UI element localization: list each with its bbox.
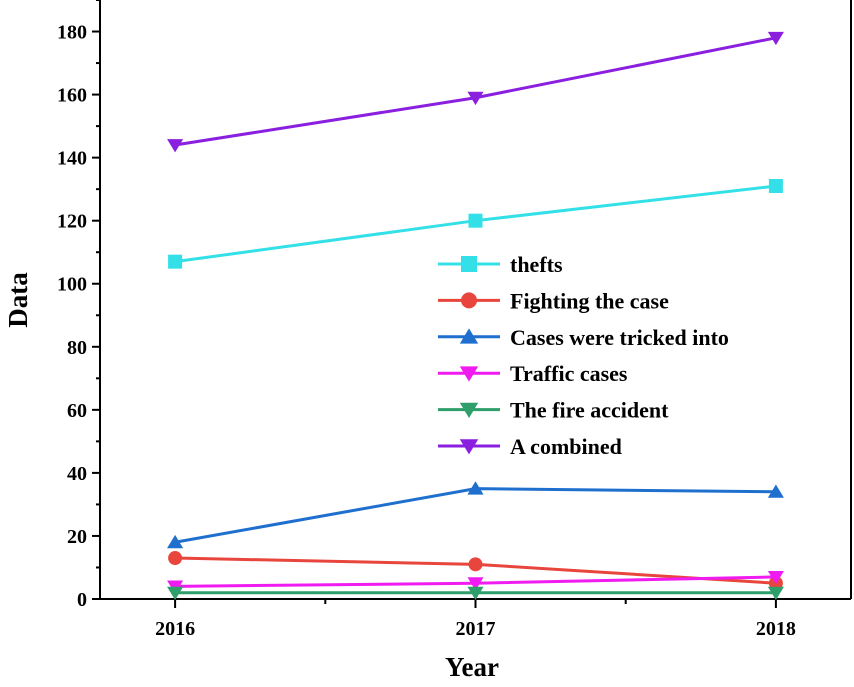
legend-marker xyxy=(459,402,479,418)
y-ticks: 0 20 40 60 80 100 120 140 160 180 xyxy=(57,0,100,611)
data-point xyxy=(467,586,484,601)
legend-label: Fighting the case xyxy=(510,288,669,313)
legend-entry: The fire accident xyxy=(438,398,669,423)
y-tick-label: 120 xyxy=(57,211,87,233)
data-point xyxy=(467,481,484,495)
y-tick-label: 100 xyxy=(57,274,87,296)
legend-label: Cases were tricked into xyxy=(510,325,729,350)
y-axis-title: Data xyxy=(3,272,33,328)
y-tick-label: 160 xyxy=(57,85,87,107)
y-tick-label: 60 xyxy=(67,400,87,422)
x-tick-label: 2017 xyxy=(456,618,496,640)
legend-label: Traffic cases xyxy=(510,361,628,386)
series-line xyxy=(174,487,776,544)
data-point xyxy=(467,91,484,106)
legend-marker xyxy=(461,292,477,309)
series-0 xyxy=(168,179,783,269)
data-point xyxy=(767,570,784,585)
y-tick-label: 140 xyxy=(57,148,87,170)
legend-entry: Fighting the case xyxy=(438,288,669,313)
data-point xyxy=(168,551,183,566)
legend-marker xyxy=(459,366,479,382)
data-point xyxy=(167,534,184,549)
x-tick-label: 2016 xyxy=(155,618,195,640)
series-2 xyxy=(167,481,784,549)
legend-label: thefts xyxy=(510,252,563,277)
y-tick-label: 80 xyxy=(67,337,87,359)
data-point xyxy=(167,586,184,601)
data-point xyxy=(167,139,184,153)
legend: thefts Fighting the case Cases were tricke… xyxy=(438,252,729,459)
x-tick-label: 2018 xyxy=(756,618,796,640)
x-axis-title: Year xyxy=(445,652,499,682)
y-tick-label: 40 xyxy=(67,463,87,485)
legend-label: A combined xyxy=(510,434,622,459)
data-point xyxy=(767,484,784,498)
data-point xyxy=(468,213,483,228)
y-tick-label: 180 xyxy=(57,22,87,44)
legend-entry: Traffic cases xyxy=(438,361,628,386)
legend-entry: Cases were tricked into xyxy=(438,325,729,350)
series-line xyxy=(174,36,777,147)
legend-marker xyxy=(459,328,479,344)
data-point xyxy=(767,586,784,601)
legend-entry: thefts xyxy=(438,252,563,277)
legend-entry: A combined xyxy=(438,434,622,459)
data-point xyxy=(168,254,183,269)
data-point xyxy=(767,31,784,46)
legend-marker xyxy=(459,439,479,455)
series-group xyxy=(167,31,784,601)
y-tick-label: 20 xyxy=(67,526,87,548)
data-point xyxy=(467,577,484,591)
series-4 xyxy=(167,586,784,601)
y-tick-label: 0 xyxy=(77,589,87,611)
legend-label: The fire accident xyxy=(510,398,669,423)
x-ticks: 2016 2017 2018 xyxy=(155,599,796,640)
series-5 xyxy=(167,31,784,153)
data-point xyxy=(768,179,783,194)
data-point xyxy=(468,557,483,572)
legend-marker xyxy=(461,256,477,272)
